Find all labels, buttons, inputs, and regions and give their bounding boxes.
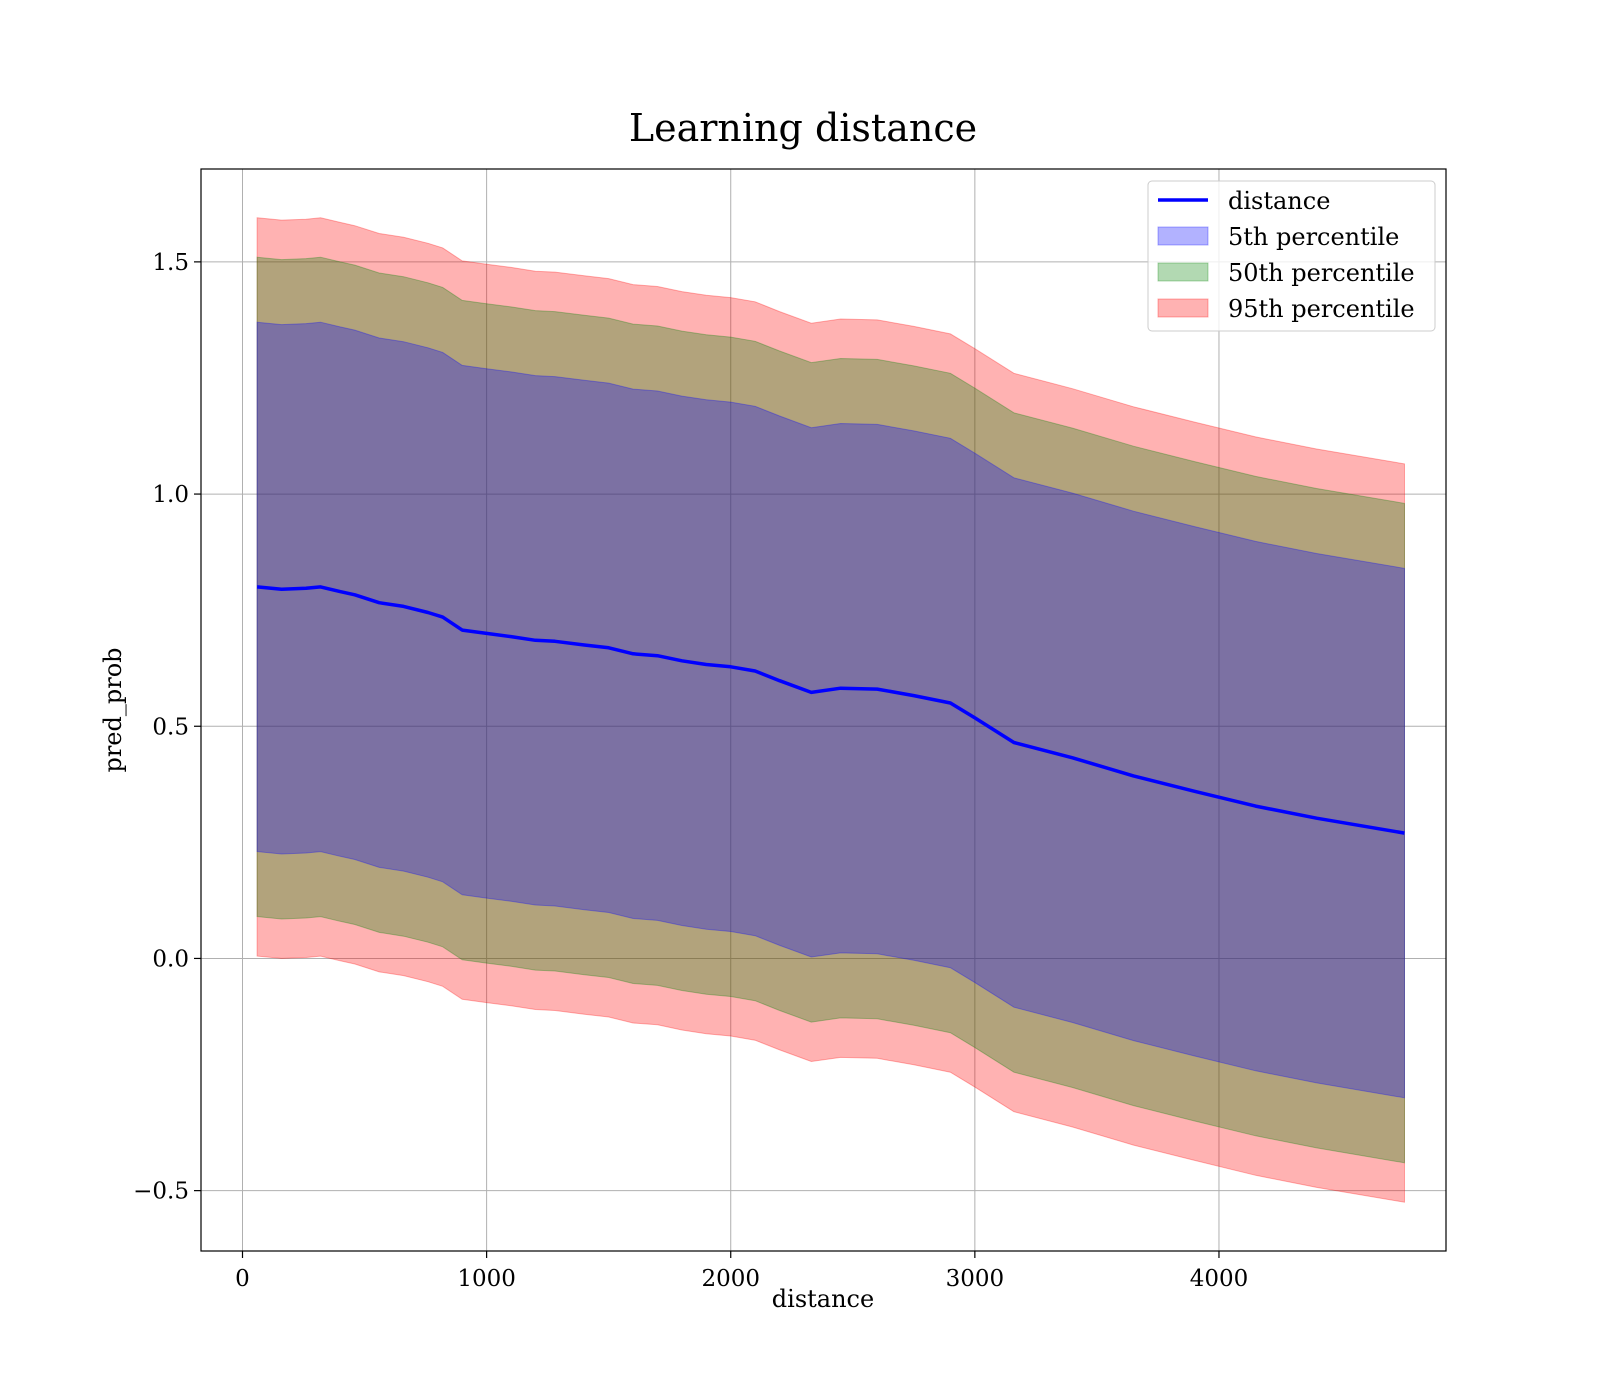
legend-swatch-5th — [1157, 226, 1209, 246]
band-50th-percentile — [256, 256, 1405, 1164]
y-axis-label: pred_prob — [99, 647, 127, 772]
legend-box — [1147, 180, 1436, 332]
legend: distance 5th percentile 50th percentile … — [1147, 180, 1436, 332]
legend-swatch-95th — [1157, 298, 1209, 318]
legend-label-5th: 5th percentile — [1228, 223, 1399, 251]
y-tick-label: 1.5 — [152, 250, 189, 276]
y-axis-ticks: −0.5 0.0 0.5 1.0 1.5 — [133, 250, 201, 1205]
band-5th-percentile — [256, 321, 1405, 1099]
data-lines — [256, 585, 1405, 835]
y-tick-label: −0.5 — [133, 1179, 189, 1205]
legend-label-50th: 50th percentile — [1228, 259, 1415, 287]
line-distance — [256, 585, 1405, 835]
x-axis-label: distance — [772, 1285, 874, 1313]
percentile-bands — [256, 217, 1405, 1203]
legend-label-95th: 95th percentile — [1228, 295, 1415, 323]
legend-label-distance: distance — [1228, 187, 1330, 215]
x-tick-label: 0 — [235, 1266, 250, 1292]
y-tick-label: 0.5 — [152, 714, 189, 740]
legend-swatch-50th — [1157, 262, 1209, 282]
y-tick-label: 1.0 — [152, 482, 189, 508]
band-95th-percentile — [256, 217, 1405, 1203]
y-tick-label: 0.0 — [152, 946, 189, 972]
plot-frame — [200, 168, 1447, 1252]
x-axis-ticks: 0 1000 2000 3000 4000 — [235, 1251, 1248, 1292]
x-tick-label: 3000 — [946, 1266, 1005, 1292]
x-tick-label: 2000 — [701, 1266, 760, 1292]
chart-title: Learning distance — [629, 106, 977, 150]
x-tick-label: 1000 — [457, 1266, 516, 1292]
x-tick-label: 4000 — [1190, 1266, 1249, 1292]
